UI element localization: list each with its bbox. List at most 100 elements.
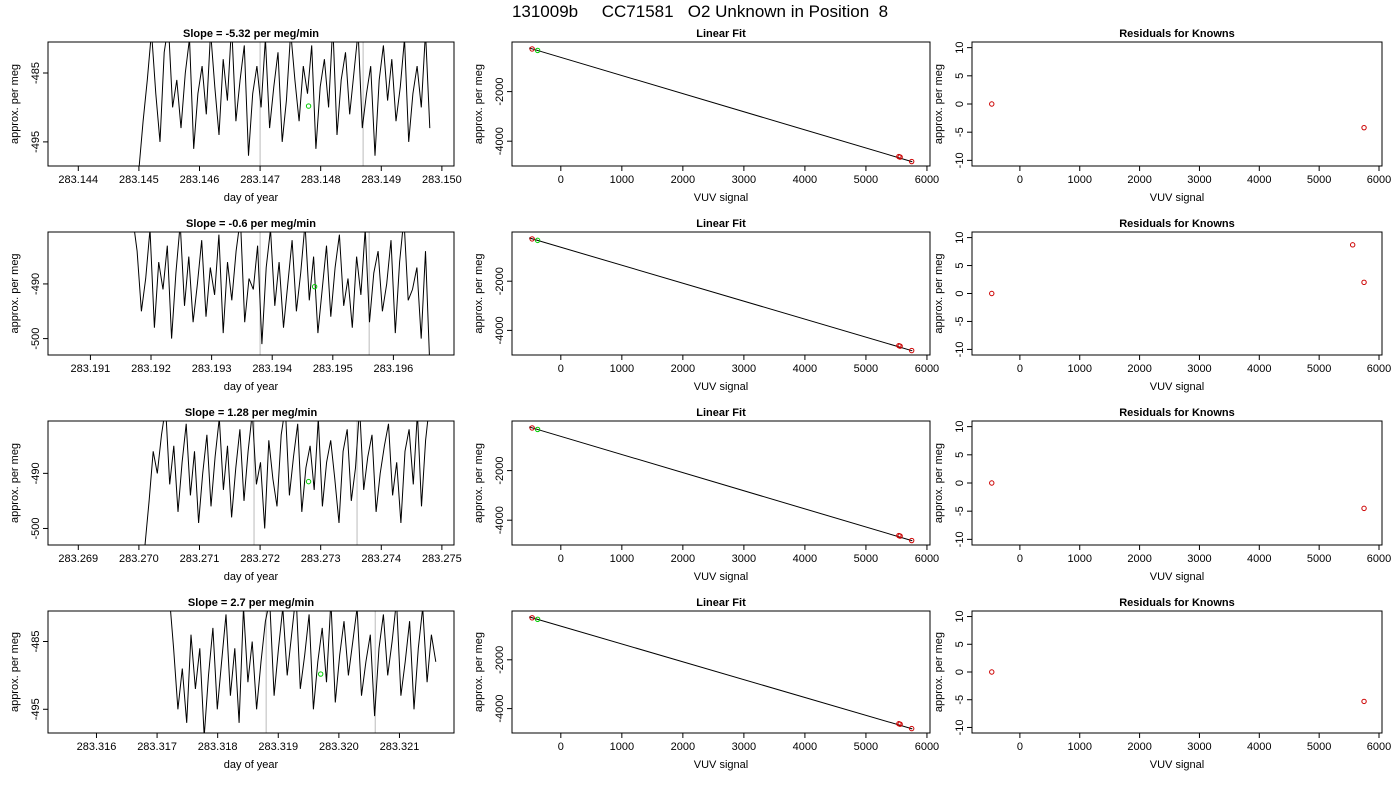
- x-axis-label: day of year: [224, 192, 279, 204]
- y-axis-label: approx. per meg: [9, 253, 21, 333]
- plot-inner: [528, 236, 915, 354]
- y-tick-label: 10: [954, 42, 966, 54]
- data-point: [1361, 505, 1367, 512]
- y-tick-label: -5: [954, 317, 966, 327]
- y-axis-label: approx. per meg: [933, 64, 945, 144]
- plot-frame: [511, 41, 931, 167]
- plot-frame: [971, 420, 1383, 546]
- x-tick-label: 5000: [1307, 363, 1331, 375]
- x-axis-label: VUV signal: [1150, 381, 1204, 393]
- x-tick-label: 4000: [793, 741, 817, 753]
- unknown-marker: [317, 671, 324, 677]
- series-line: [134, 232, 430, 355]
- plot-inner: [528, 46, 915, 165]
- x-tick-label: 283.193: [192, 363, 232, 375]
- x-axis-label: VUV signal: [1150, 759, 1204, 771]
- data-point: [897, 533, 903, 539]
- y-axis-label: approx. per meg: [473, 443, 485, 523]
- x-tick-label: 1000: [1067, 174, 1091, 186]
- y-tick-label: -500: [30, 328, 42, 350]
- plot-region: [971, 231, 1383, 356]
- panel-title: Linear Fit: [696, 218, 746, 230]
- y-tick-label: -10: [954, 531, 966, 547]
- x-axis-label: VUV signal: [1150, 571, 1204, 583]
- data-point: [908, 158, 915, 165]
- x-tick-label: 3000: [1187, 363, 1211, 375]
- y-axis-label: approx. per meg: [9, 443, 21, 523]
- data-point: [897, 721, 903, 727]
- x-tick-label: 3000: [732, 174, 756, 186]
- x-tick-label: 3000: [1187, 174, 1211, 186]
- y-tick-label: 0: [954, 101, 966, 107]
- series-line: [170, 611, 437, 733]
- x-tick-label: 283.149: [361, 174, 401, 186]
- data-point: [989, 101, 995, 107]
- y-tick-label: -2000: [494, 267, 506, 295]
- y-tick-label: -5: [954, 695, 966, 705]
- plot-region: [971, 420, 1383, 546]
- data-point: [989, 669, 995, 675]
- plot-frame: [47, 420, 455, 546]
- x-tick-label: 4000: [793, 174, 817, 186]
- y-tick-label: -495: [30, 698, 42, 720]
- fit-line: [528, 426, 913, 542]
- x-tick-label: 1000: [1067, 363, 1091, 375]
- x-tick-label: 4000: [793, 363, 817, 375]
- x-tick-label: 1000: [1067, 553, 1091, 565]
- data-point: [534, 47, 541, 54]
- fit-line: [528, 616, 913, 730]
- x-tick-label: 4000: [1247, 363, 1271, 375]
- data-point: [897, 343, 903, 349]
- x-tick-label: 3000: [1187, 741, 1211, 753]
- y-tick-label: 0: [954, 480, 966, 486]
- x-tick-label: 0: [558, 553, 564, 565]
- x-tick-label: 6000: [915, 363, 939, 375]
- x-tick-label: 283.270: [119, 553, 159, 565]
- data-point: [529, 615, 535, 621]
- data-point: [1361, 279, 1367, 286]
- y-tick-label: -2000: [494, 78, 506, 106]
- x-tick-label: 6000: [1367, 741, 1391, 753]
- y-tick-label: -485: [30, 62, 42, 84]
- x-tick-label: 283.144: [58, 174, 98, 186]
- panel-title: Linear Fit: [696, 407, 746, 419]
- x-tick-label: 6000: [915, 174, 939, 186]
- x-tick-label: 1000: [610, 174, 634, 186]
- unknown-marker: [311, 283, 318, 290]
- data-point: [989, 290, 995, 297]
- data-point: [908, 537, 915, 544]
- y-axis-label: approx. per meg: [473, 253, 485, 333]
- y-tick-label: -495: [30, 131, 42, 153]
- data-point: [529, 236, 535, 242]
- y-axis-label: approx. per meg: [9, 64, 21, 144]
- x-tick-label: 283.146: [180, 174, 220, 186]
- plot-region: [511, 41, 931, 167]
- x-tick-label: 6000: [1367, 553, 1391, 565]
- plot-inner: [528, 425, 915, 544]
- plot-region: [511, 231, 931, 356]
- x-tick-label: 1000: [610, 553, 634, 565]
- x-tick-label: 283.320: [319, 741, 359, 753]
- y-tick-label: -4000: [494, 127, 506, 155]
- data-point: [1361, 698, 1367, 705]
- x-tick-label: 5000: [854, 553, 878, 565]
- data-point: [908, 347, 915, 354]
- x-axis-label: day of year: [224, 759, 279, 771]
- panel-title: Slope = -5.32 per meg/min: [183, 28, 319, 40]
- data-point: [529, 425, 535, 431]
- y-tick-label: -485: [30, 630, 42, 652]
- x-axis-label: VUV signal: [694, 192, 748, 204]
- plot-region: [47, 41, 455, 167]
- plot-frame: [47, 231, 455, 356]
- x-tick-label: 6000: [915, 741, 939, 753]
- x-axis-label: VUV signal: [694, 571, 748, 583]
- plot-inner: [170, 611, 437, 733]
- y-tick-label: 10: [954, 610, 966, 622]
- x-tick-label: 283.317: [137, 741, 177, 753]
- x-tick-label: 283.194: [252, 363, 292, 375]
- plot-region: [971, 41, 1383, 167]
- plot-region: [971, 610, 1383, 734]
- unknown-marker: [305, 478, 312, 485]
- y-tick-label: -4000: [494, 695, 506, 723]
- y-tick-label: 5: [954, 73, 966, 79]
